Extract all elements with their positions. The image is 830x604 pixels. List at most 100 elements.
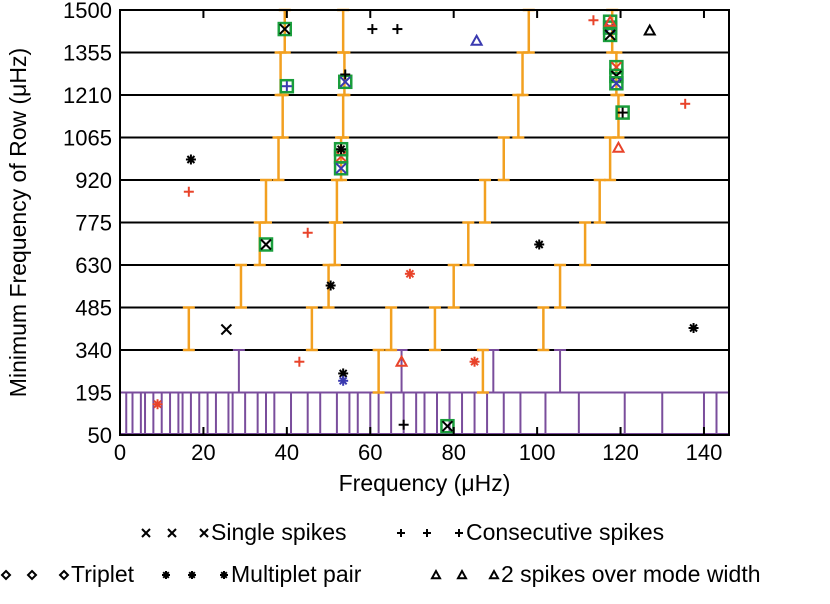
multiplet-pair-point-9-box xyxy=(333,141,349,157)
orange-segment-27 xyxy=(537,306,550,352)
single-spikes-point-9-box xyxy=(609,76,624,91)
legend-entry-3: Multiplet pair xyxy=(162,561,362,587)
orange-segment-28 xyxy=(554,263,567,309)
purple-segment-1 xyxy=(127,391,138,436)
single-spikes-point-3-stroke xyxy=(335,162,347,174)
x-tick-label: 100 xyxy=(519,440,556,465)
2-spikes-over-mode-width-point-1 xyxy=(643,23,657,36)
plot-frame xyxy=(119,9,730,436)
legend-entry-0: Single spikes xyxy=(141,519,347,545)
legend-marker-3-1 xyxy=(188,571,196,579)
single-spikes-point-0-box xyxy=(277,21,293,37)
legend-marker-2-0-shape xyxy=(0,569,12,581)
purple-segment-36 xyxy=(498,391,509,436)
data-points xyxy=(152,14,699,434)
2-spikes-over-mode-width-point-2 xyxy=(611,140,626,153)
purple-tall-segment-2 xyxy=(487,349,500,394)
y-tick-label: 630 xyxy=(75,253,112,278)
consecutive-spikes-point-9 xyxy=(281,81,292,92)
multiplet-pair-point-8-stroke xyxy=(153,400,162,409)
legend-marker-4-2 xyxy=(488,568,500,580)
single-spikes-point-2 xyxy=(335,150,347,163)
purple-segment-16 xyxy=(252,391,263,436)
legend-marker-0-1 xyxy=(167,528,177,538)
legend-entry-1: Consecutive spikes xyxy=(397,519,664,545)
purple-segment-6 xyxy=(165,391,176,436)
legend-marker-3-1-stroke xyxy=(188,571,196,579)
single-spikes-point-9-stroke xyxy=(610,77,623,89)
orange-segment-8 xyxy=(305,306,318,352)
purple-segment-0 xyxy=(121,391,132,436)
x-tick-label: 0 xyxy=(114,440,126,465)
orange-segment-21 xyxy=(462,221,475,267)
single-spikes-point-6-stroke xyxy=(604,29,616,41)
multiplet-pair-point-6-stroke xyxy=(535,240,544,249)
multiplet-pair-point-3-stroke xyxy=(338,376,348,385)
single-spikes-point-1-stroke xyxy=(260,238,272,251)
multiplet-pair-point-5-stroke xyxy=(470,357,479,366)
consecutive-spikes-point-4 xyxy=(392,24,403,35)
orange-segment-29 xyxy=(579,221,592,267)
y-tick-label: 195 xyxy=(75,381,112,406)
purple-segment-20 xyxy=(302,391,313,436)
2-spikes-over-mode-width-point-0 xyxy=(469,33,484,46)
purple-segment-27 xyxy=(386,391,397,436)
multiplet-pair-point-9 xyxy=(336,144,347,155)
single-spikes-point-11-stroke xyxy=(441,420,454,432)
purple-tall-segment-3 xyxy=(554,349,567,394)
purple-segment-5 xyxy=(156,391,167,436)
legend-marker-2-1-shape xyxy=(26,569,38,581)
y-tick-label: 485 xyxy=(75,296,112,321)
orange-segment-20 xyxy=(476,348,489,394)
legend-marker-0-2 xyxy=(199,528,209,538)
ridge-segments xyxy=(120,8,729,436)
consecutive-spikes-point-9-box xyxy=(279,78,295,94)
x-tick-label: 120 xyxy=(602,440,639,465)
orange-segment-15 xyxy=(337,8,350,54)
orange-segment-3 xyxy=(259,178,272,224)
multiplet-pair-point-6 xyxy=(534,239,545,250)
multiplet-pair-point-9-stroke xyxy=(336,145,346,154)
purple-segment-30 xyxy=(419,391,430,436)
purple-segment-9 xyxy=(185,391,196,436)
legend-label: 2 spikes over mode width xyxy=(501,561,761,587)
single-spikes-point-6 xyxy=(604,29,616,41)
consecutive-spikes-point-0 xyxy=(183,186,194,197)
multiplet-pair-point-8 xyxy=(152,399,163,410)
orange-segment-19 xyxy=(447,263,460,309)
single-spikes-point-10 xyxy=(220,323,233,336)
purple-segment-24 xyxy=(352,391,363,436)
purple-segment-22 xyxy=(331,391,342,436)
y-tick-label: 1500 xyxy=(63,0,112,23)
orange-segment-18 xyxy=(428,306,441,352)
legend: Single spikes Consecutive spikes Triplet Mu… xyxy=(0,519,761,587)
2-spikes-over-mode-width-point-4 xyxy=(603,14,617,27)
purple-segment-41 xyxy=(657,391,668,436)
purple-tall-segment-0 xyxy=(232,349,245,394)
purple-segment-23 xyxy=(344,391,355,436)
legend-label: Triplet xyxy=(71,561,135,587)
orange-segment-10 xyxy=(328,221,341,267)
multiplet-pair-point-4 xyxy=(404,268,415,279)
consecutive-spikes-point-2 xyxy=(294,356,305,367)
legend-marker-1-2 xyxy=(455,529,463,537)
purple-segment-38 xyxy=(540,391,551,436)
consecutive-spikes-point-3 xyxy=(367,24,378,35)
purple-segment-43 xyxy=(711,391,722,436)
orange-segment-23 xyxy=(497,136,510,182)
multiplet-pair-point-1-stroke xyxy=(326,281,335,290)
consecutive-spikes-point-1 xyxy=(302,227,313,238)
multiplet-pair-point-7 xyxy=(688,323,699,334)
purple-segment-37 xyxy=(515,391,526,436)
purple-segment-33 xyxy=(457,391,468,436)
single-spikes-point-1 xyxy=(260,238,272,251)
purple-segment-26 xyxy=(373,391,384,436)
legend-marker-3-0 xyxy=(162,571,170,579)
purple-segment-21 xyxy=(315,391,326,436)
grid-lines xyxy=(120,9,729,436)
multiplet-pair-point-4-stroke xyxy=(405,269,415,279)
single-spikes-point-0-stroke xyxy=(279,23,291,35)
consecutive-spikes-point-10-box xyxy=(615,105,630,120)
consecutive-spikes-point-5 xyxy=(588,15,599,26)
